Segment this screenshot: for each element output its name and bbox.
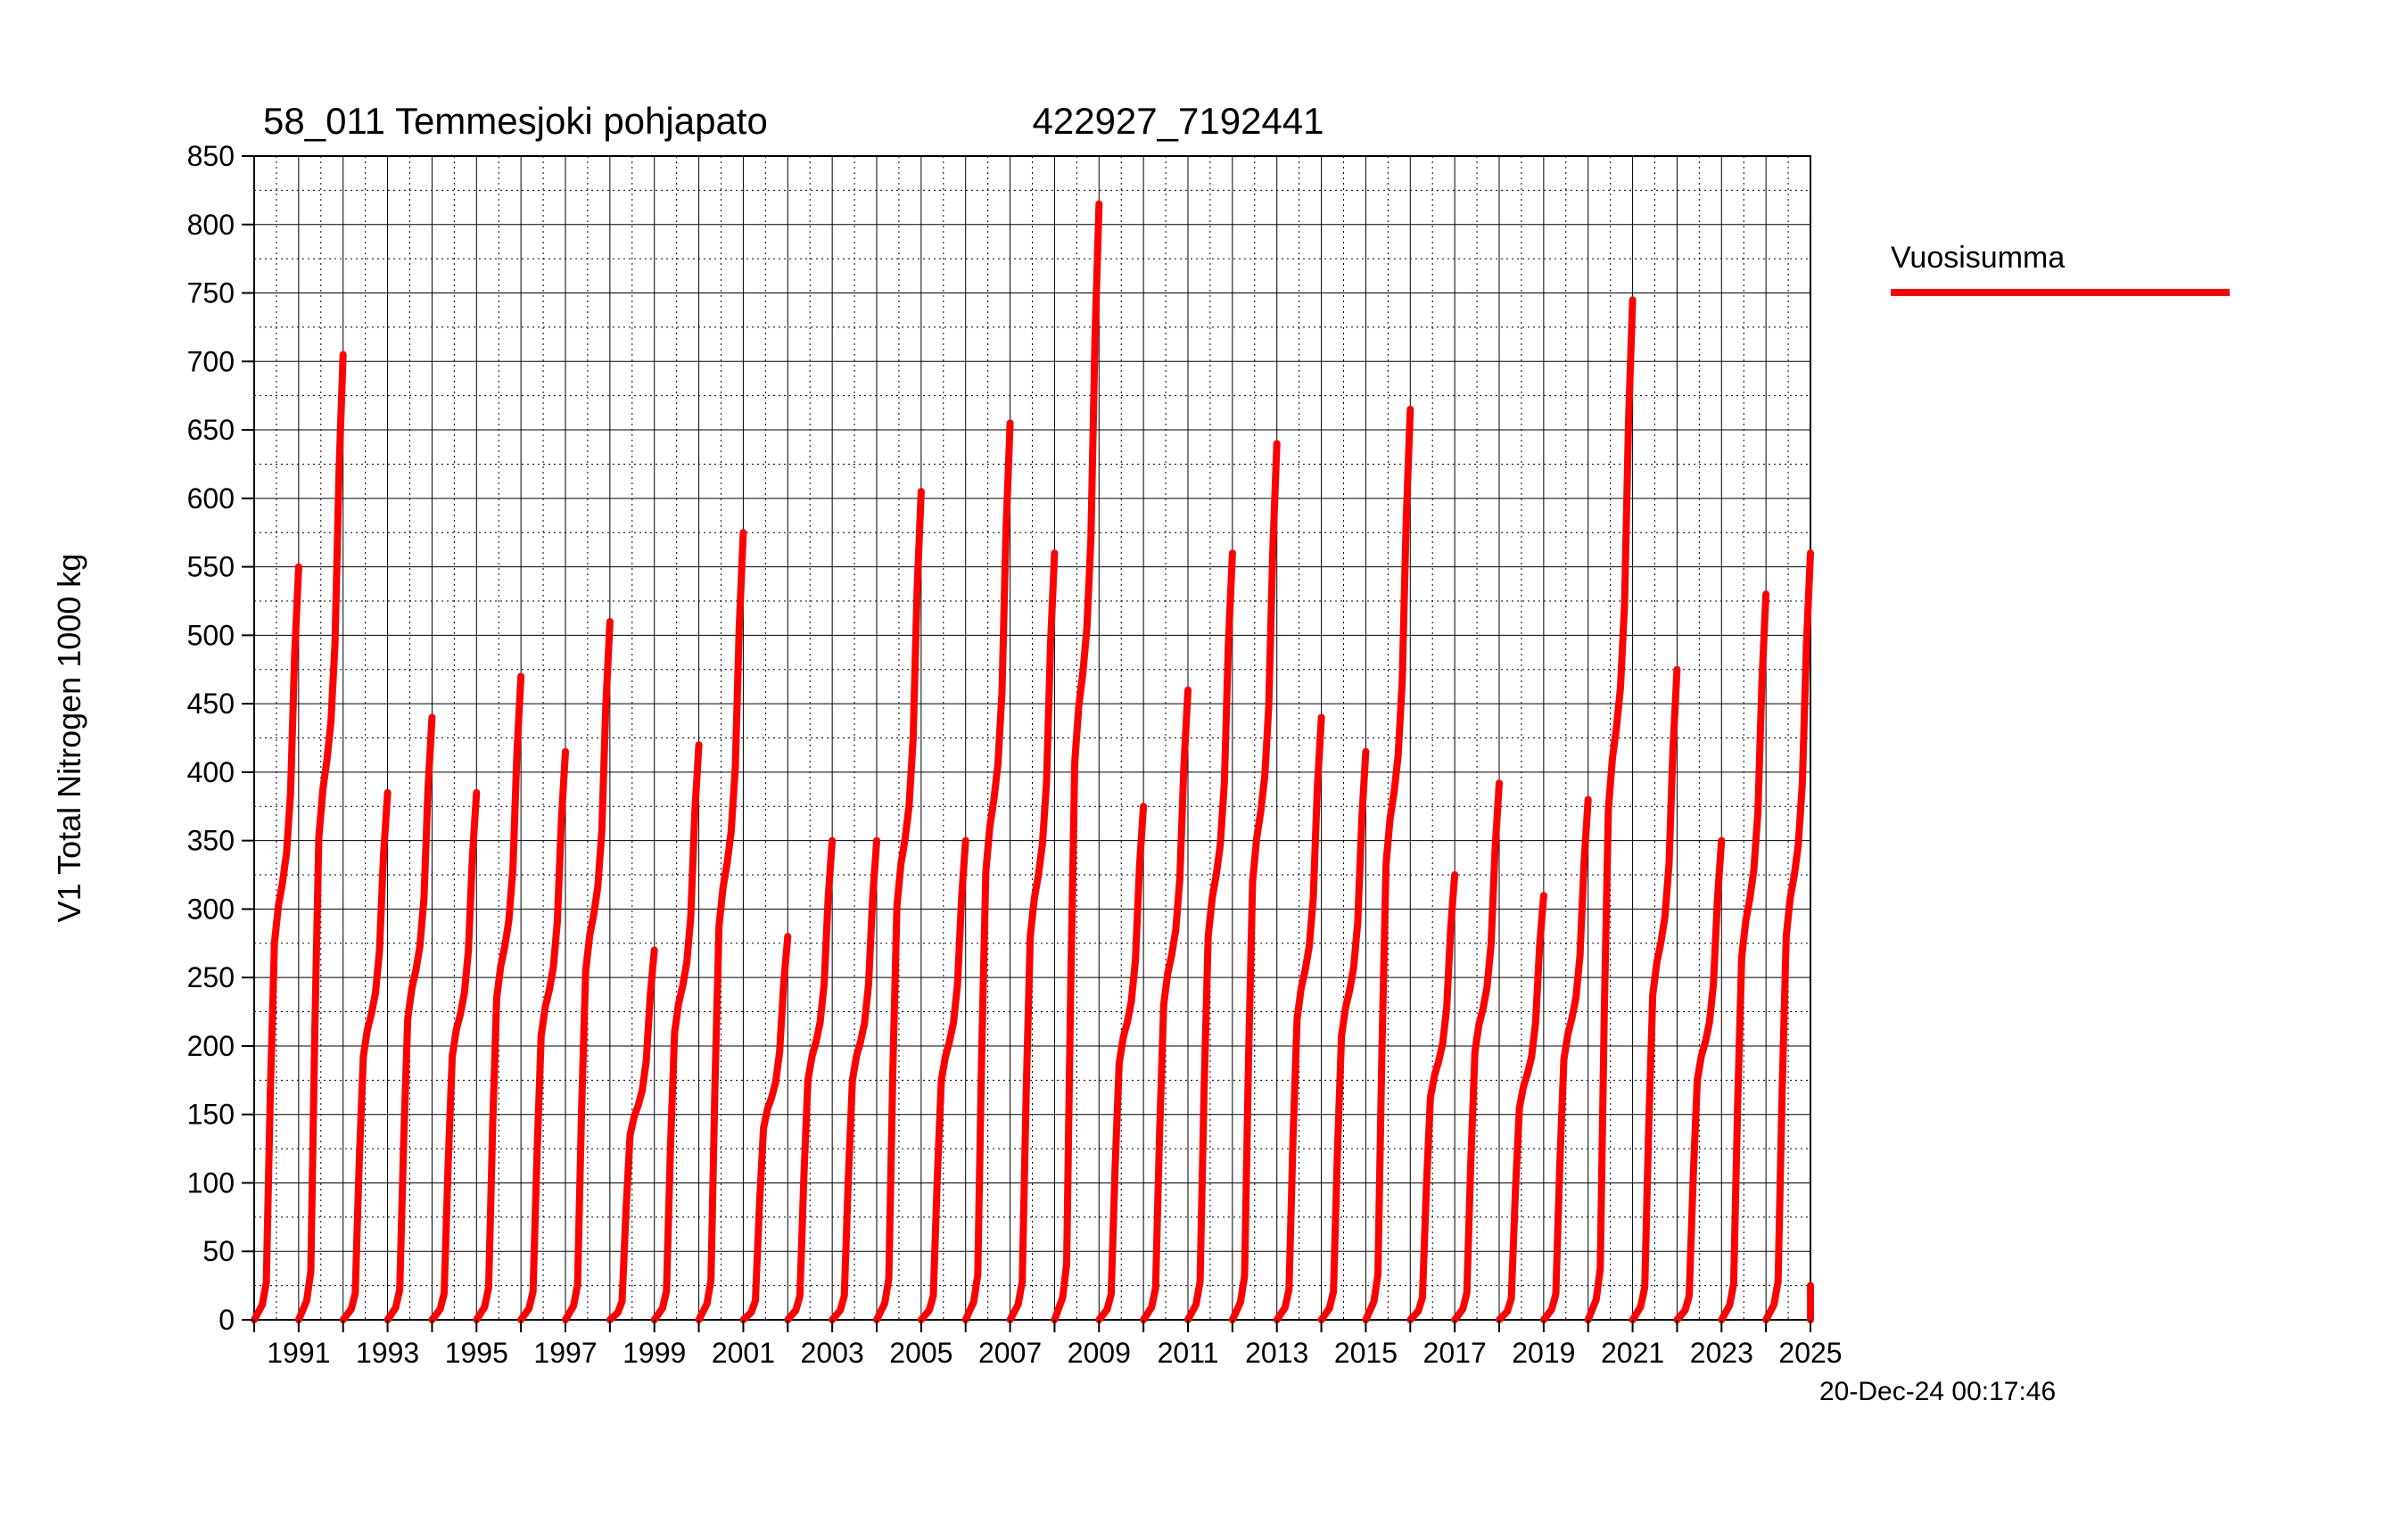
y-tick-label: 600: [187, 482, 235, 515]
y-tick-label: 0: [219, 1304, 235, 1336]
y-tick-label: 150: [187, 1099, 235, 1131]
y-tick-label: 400: [187, 756, 235, 788]
y-tick-label: 850: [187, 140, 235, 172]
y-tick-label: 200: [187, 1030, 235, 1062]
x-tick-label: 2001: [712, 1337, 775, 1369]
chart-background: [0, 0, 2408, 1516]
x-tick-label: 1999: [623, 1337, 686, 1369]
y-axis-label: V1 Total Nitrogen 1000 kg: [51, 554, 87, 923]
y-tick-label: 350: [187, 825, 235, 857]
chart-timestamp: 20-Dec-24 00:17:46: [1819, 1377, 2056, 1406]
x-tick-label: 2009: [1068, 1337, 1131, 1369]
y-tick-label: 50: [202, 1235, 235, 1267]
y-tick-label: 500: [187, 619, 235, 651]
chart-container: 0 50 100 150 200 250 300 350 400 450 500 550 600 650 7…: [0, 0, 2408, 1516]
y-tick-label: 800: [187, 209, 235, 241]
chart-svg: 0 50 100 150 200 250 300 350 400 450 500 550 600 650 7…: [0, 0, 2408, 1516]
x-tick-label: 2021: [1601, 1337, 1664, 1369]
x-tick-label: 2007: [978, 1337, 1042, 1369]
x-tick-label: 2015: [1334, 1337, 1398, 1369]
x-tick-label: 2013: [1245, 1337, 1308, 1369]
x-tick-label: 2011: [1158, 1337, 1219, 1369]
x-tick-label: 2019: [1512, 1337, 1575, 1369]
x-tick-label: 2017: [1423, 1337, 1487, 1369]
x-tick-label: 2023: [1690, 1337, 1753, 1369]
chart-title-left: 58_011 Temmesjoki pohjapato: [263, 100, 768, 142]
x-tick-label: 1991: [267, 1337, 330, 1369]
y-tick-label: 250: [187, 961, 235, 993]
x-tick-label: 2025: [1778, 1337, 1842, 1369]
y-tick-label: 550: [187, 551, 235, 583]
y-tick-label: 100: [187, 1166, 235, 1199]
x-tick-label: 2003: [801, 1337, 864, 1369]
legend-label: Vuosisumma: [1891, 241, 2065, 275]
x-tick-label: 1995: [445, 1337, 508, 1369]
y-tick-label: 300: [187, 893, 235, 925]
y-tick-label: 450: [187, 688, 235, 720]
x-tick-label: 1993: [356, 1337, 419, 1369]
y-tick-label: 650: [187, 414, 235, 446]
y-tick-label: 700: [187, 345, 235, 377]
y-tick-label: 750: [187, 277, 235, 309]
x-tick-label: 2005: [889, 1337, 952, 1369]
chart-title-right: 422927_7192441: [1033, 100, 1324, 142]
x-tick-label: 1997: [533, 1337, 597, 1369]
